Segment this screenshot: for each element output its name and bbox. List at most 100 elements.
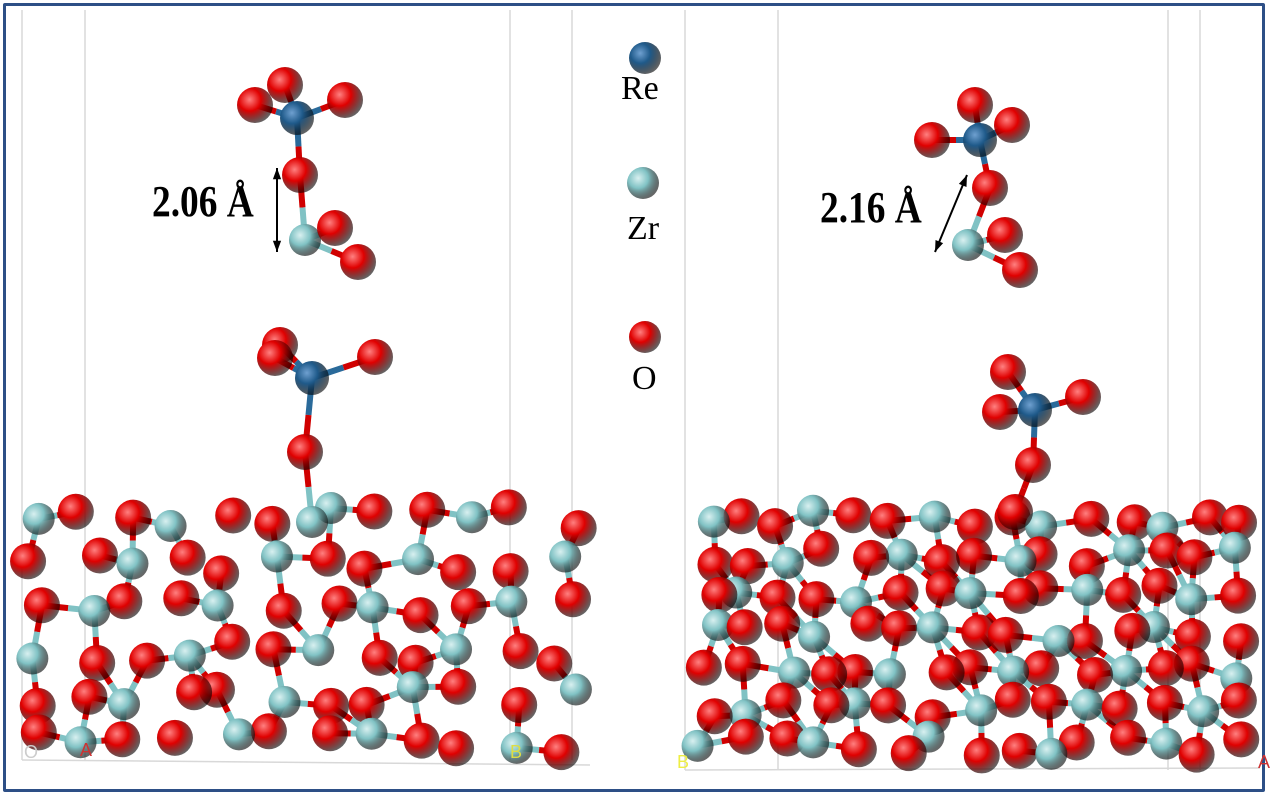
- o-atom: [729, 548, 766, 585]
- o-atom: [1002, 252, 1038, 288]
- o-atom: [356, 493, 393, 530]
- o-atom: [555, 581, 592, 618]
- left-axis-origin: O: [24, 742, 39, 762]
- o-atom: [397, 644, 434, 681]
- o-atom: [115, 499, 152, 536]
- o-atom: [438, 730, 475, 767]
- o-atom: [357, 339, 393, 375]
- zr-atom: [173, 639, 206, 672]
- zr-atom: [500, 731, 533, 764]
- o-atom: [501, 686, 538, 723]
- zr-atom: [1004, 544, 1037, 577]
- arrowhead: [272, 240, 282, 252]
- right-axis-b: B: [677, 752, 690, 772]
- o-atom: [1002, 577, 1039, 614]
- o-atom: [914, 122, 950, 158]
- o-atom: [881, 610, 918, 647]
- zr-atom: [1071, 573, 1104, 606]
- o-atom: [81, 537, 118, 574]
- o-atom: [129, 642, 166, 679]
- o-atom: [840, 731, 877, 768]
- o-atom: [765, 682, 802, 719]
- o-atom: [309, 540, 346, 577]
- zr-atom: [440, 633, 473, 666]
- o-atom: [928, 654, 965, 691]
- o-atom: [79, 645, 116, 682]
- zr-atom: [268, 685, 301, 718]
- cell-edge: [21, 759, 591, 766]
- o-atom: [1114, 612, 1151, 649]
- o-atom: [853, 539, 890, 576]
- zr-atom: [1150, 727, 1183, 760]
- o-atom: [176, 674, 213, 711]
- zr-atom: [116, 547, 149, 580]
- o-atom: [104, 721, 141, 758]
- o-atom: [250, 713, 287, 750]
- o-atom: [317, 210, 353, 246]
- o-atom: [536, 645, 573, 682]
- o-atom: [57, 493, 94, 530]
- o-atom: [990, 354, 1026, 390]
- zr-atom: [455, 501, 488, 534]
- o-atom: [215, 497, 252, 534]
- o-atom: [850, 605, 887, 642]
- zr-atom: [64, 726, 97, 759]
- o-atom: [1147, 650, 1184, 687]
- legend-label-re: Re: [621, 70, 659, 107]
- arrowhead: [958, 175, 967, 187]
- zr-atom: [154, 510, 187, 543]
- zr-atom: [1035, 737, 1068, 770]
- zr-atom: [1110, 654, 1143, 687]
- re-atom: [280, 101, 314, 135]
- o-atom: [169, 539, 206, 576]
- zr-atom: [201, 589, 234, 622]
- o-atom: [440, 554, 477, 591]
- o-atom: [811, 656, 848, 693]
- zr-atom: [1175, 583, 1208, 616]
- o-atom: [19, 687, 56, 724]
- o-atom: [803, 530, 840, 567]
- o-atom: [1105, 576, 1142, 613]
- o-atom: [1220, 577, 1257, 614]
- o-atom: [282, 157, 318, 193]
- zr-atom: [355, 717, 388, 750]
- o-atom: [697, 546, 734, 583]
- o-atom: [71, 678, 108, 715]
- o-atom: [313, 687, 350, 724]
- o-atom: [1116, 504, 1153, 541]
- o-atom: [629, 321, 661, 353]
- o-atom: [490, 489, 527, 526]
- o-atom: [346, 550, 383, 587]
- o-atom: [1015, 447, 1051, 483]
- o-atom: [237, 87, 273, 123]
- zr-atom: [396, 671, 429, 704]
- o-atom: [1174, 618, 1211, 655]
- zr-atom: [778, 656, 811, 689]
- zr-atom: [16, 642, 49, 675]
- o-atom: [813, 687, 850, 724]
- zr-atom: [289, 224, 321, 256]
- re-atom: [629, 42, 661, 74]
- o-atom: [492, 553, 529, 590]
- o-atom: [409, 491, 446, 528]
- right-distance-label: 2.16 Å: [820, 183, 922, 232]
- o-atom: [1066, 622, 1103, 659]
- o-atom: [265, 592, 302, 629]
- zr-atom: [296, 506, 328, 538]
- o-atom: [327, 82, 363, 118]
- o-atom: [724, 645, 761, 682]
- o-atom: [156, 719, 193, 756]
- zr-atom: [302, 634, 335, 667]
- o-atom: [340, 244, 376, 280]
- o-atom: [403, 722, 440, 759]
- zr-atom: [78, 594, 111, 627]
- o-atom: [956, 508, 993, 545]
- o-atom: [1146, 684, 1183, 721]
- zr-atom: [997, 655, 1030, 688]
- o-atom: [835, 497, 872, 534]
- zr-atom: [798, 620, 831, 653]
- re-atom: [963, 123, 997, 157]
- o-atom: [997, 494, 1033, 530]
- o-atom: [1058, 724, 1095, 761]
